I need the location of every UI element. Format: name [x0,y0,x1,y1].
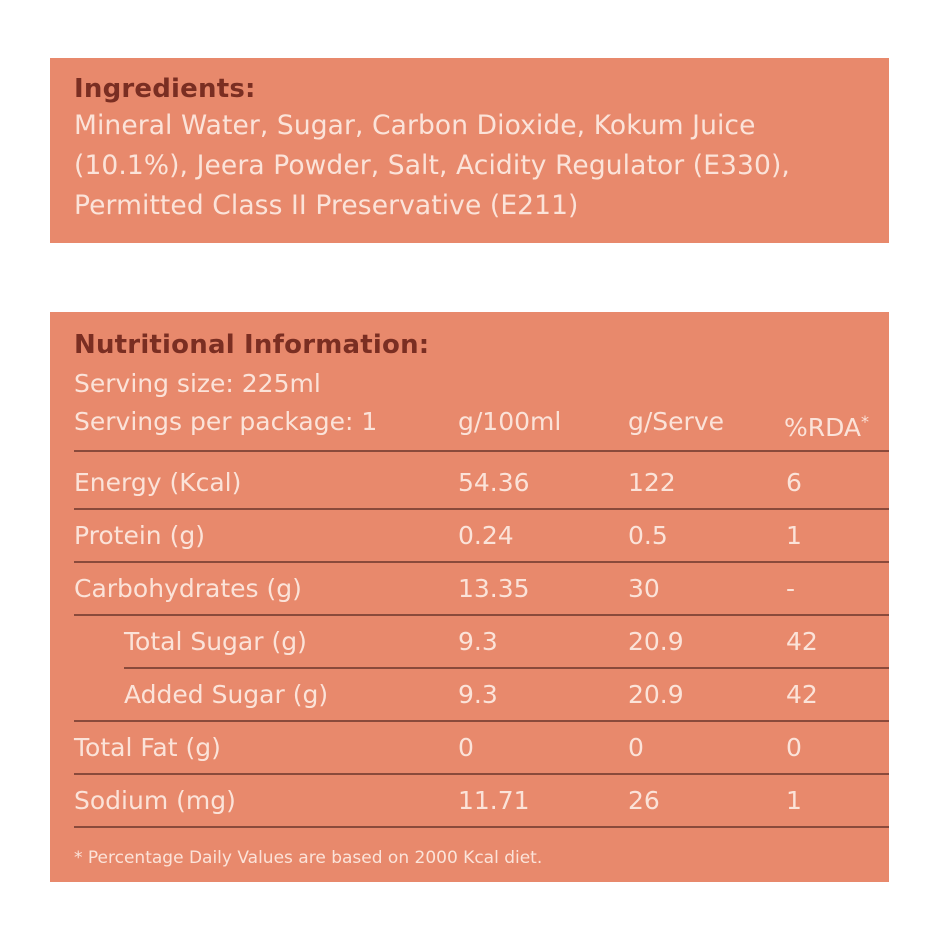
value-rda: 42 [786,680,818,709]
ingredients-line: Permitted Class II Preservative (E211) [74,190,579,221]
table-row: Protein (g) 0.24 0.5 1 [50,510,889,562]
column-header-per-serve: g/Serve [628,407,724,436]
serving-size: Serving size: 225ml [74,369,321,398]
value-rda: 6 [786,468,802,497]
value-per-100ml: 54.36 [458,468,530,497]
value-rda: 1 [786,786,802,815]
value-per-100ml: 0 [458,733,474,762]
value-per-100ml: 9.3 [458,627,498,656]
table-row: Total Sugar (g) 9.3 20.9 42 [50,616,889,668]
value-rda: 1 [786,521,802,550]
table-rule [74,720,889,722]
nutrient-label: Energy (Kcal) [74,468,242,497]
table-row: Energy (Kcal) 54.36 122 6 [50,457,889,509]
table-rule [74,614,889,616]
value-per-serve: 20.9 [628,680,684,709]
ingredients-heading: Ingredients: [74,74,256,104]
value-per-serve: 30 [628,574,660,603]
nutrient-label: Carbohydrates (g) [74,574,302,603]
table-rule [74,450,889,452]
value-per-serve: 20.9 [628,627,684,656]
nutrient-label: Protein (g) [74,521,205,550]
table-row: Sodium (mg) 11.71 26 1 [50,775,889,827]
table-row: Added Sugar (g) 9.3 20.9 42 [50,669,889,721]
nutrition-panel: Nutritional Information: Serving size: 2… [50,312,889,882]
column-header-rda: %RDA* [784,404,869,446]
nutrition-heading: Nutritional Information: [74,330,430,360]
value-per-100ml: 0.24 [458,521,514,550]
table-rule [124,667,889,669]
column-header-per-100ml: g/100ml [458,407,562,436]
ingredients-line: (10.1%), Jeera Powder, Salt, Acidity Reg… [74,150,790,181]
value-per-100ml: 11.71 [458,786,530,815]
value-rda: 42 [786,627,818,656]
rda-label: %RDA [784,413,862,442]
rda-footnote: * Percentage Daily Values are based on 2… [74,848,543,868]
value-rda: 0 [786,733,802,762]
value-per-serve: 122 [628,468,676,497]
table-row: Carbohydrates (g) 13.35 30 - [50,563,889,615]
rda-footnote-marker: * [861,412,870,431]
table-rule [74,561,889,563]
value-per-100ml: 9.3 [458,680,498,709]
value-per-serve: 0 [628,733,644,762]
nutrient-label: Sodium (mg) [74,786,236,815]
value-per-100ml: 13.35 [458,574,530,603]
value-per-serve: 26 [628,786,660,815]
ingredients-panel: Ingredients: Mineral Water, Sugar, Carbo… [50,58,889,243]
value-rda: - [786,574,796,603]
nutrient-label: Total Sugar (g) [124,627,307,656]
value-per-serve: 0.5 [628,521,668,550]
nutrient-label: Total Fat (g) [74,733,221,762]
servings-per-package: Servings per package: 1 [74,407,378,436]
table-row: Total Fat (g) 0 0 0 [50,722,889,774]
table-rule [74,773,889,775]
table-rule [74,508,889,510]
nutrient-label: Added Sugar (g) [124,680,329,709]
ingredients-line: Mineral Water, Sugar, Carbon Dioxide, Ko… [74,110,756,141]
table-rule [74,826,889,828]
